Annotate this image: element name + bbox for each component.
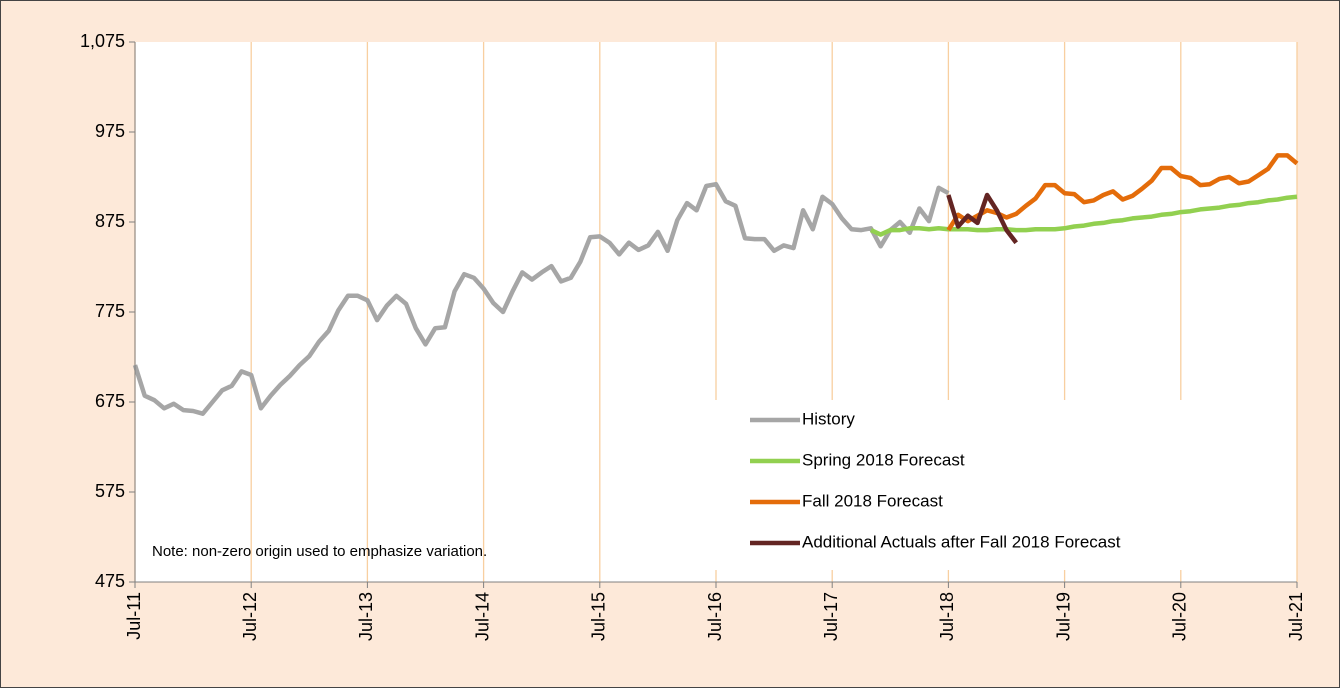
legend-label: Spring 2018 Forecast: [802, 450, 965, 469]
series-line: [869, 194, 1298, 237]
x-tick-label: Jul-16: [705, 592, 725, 641]
y-tick-label: 775: [95, 301, 125, 321]
axes: 475 575 675 775 875 975 1,075 Jul-11 Jul-12 Jul-1…: [80, 31, 1306, 641]
y-tick-label: 975: [95, 121, 125, 141]
y-tick-label: 675: [95, 391, 125, 411]
grid: [134, 42, 1298, 582]
x-tick-label: Jul-11: [124, 592, 144, 640]
x-tick-label: Jul-18: [937, 592, 957, 641]
lines: [132, 153, 1299, 416]
x-tick-label: Jul-12: [240, 592, 260, 641]
x-tick-label: Jul-20: [1170, 592, 1190, 641]
legend-label: History: [802, 409, 855, 428]
series-line: [946, 153, 1299, 232]
legend: History Spring 2018 Forecast Fall 2018 For…: [750, 409, 1121, 551]
y-tick-label: 875: [95, 211, 125, 231]
x-tick-label: Jul-14: [472, 592, 492, 641]
y-tick-label: 475: [95, 571, 125, 591]
legend-label: Fall 2018 Forecast: [802, 491, 943, 510]
x-tick-label: Jul-21: [1286, 592, 1306, 641]
note: Note: non-zero origin used to emphasize …: [152, 543, 487, 560]
x-tick-label: Jul-13: [356, 592, 376, 641]
legend-label: Additional Actuals after Fall 2018 Forec…: [802, 532, 1121, 551]
series-line: [946, 192, 1018, 245]
y-tick-label: 575: [95, 481, 125, 501]
series-line: [132, 181, 950, 416]
y-tick-label: 1,075: [80, 31, 125, 51]
x-tick-label: Jul-19: [1053, 592, 1073, 641]
x-tick-label: Jul-15: [589, 592, 609, 641]
x-tick-label: Jul-17: [821, 592, 841, 641]
